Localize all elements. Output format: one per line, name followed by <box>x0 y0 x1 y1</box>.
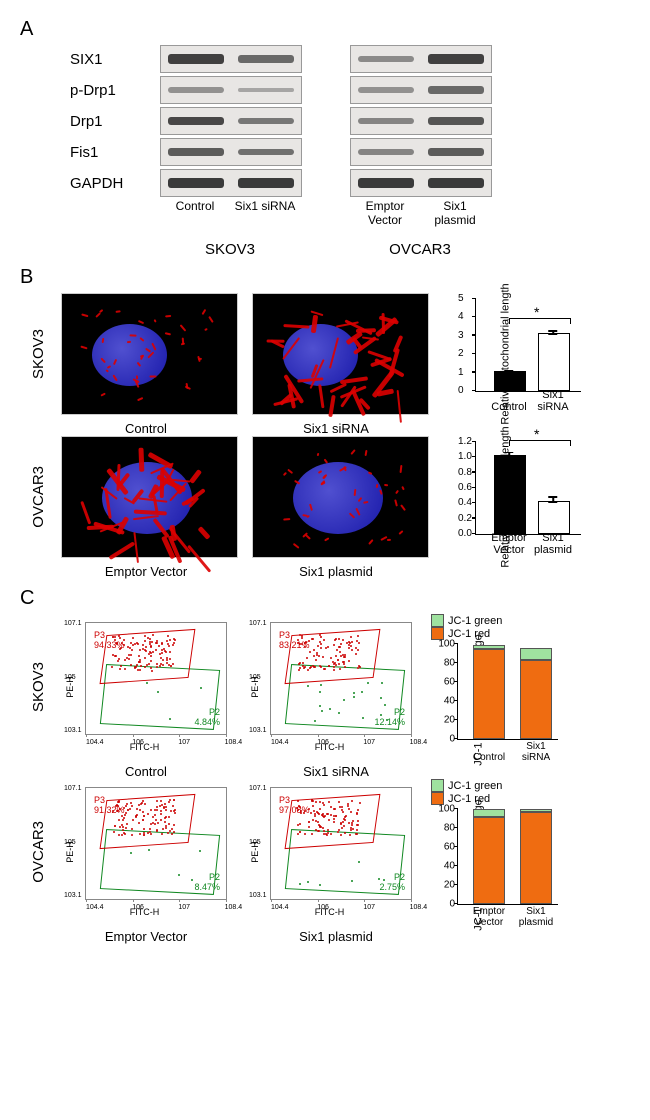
protein-label: GAPDH <box>70 175 160 192</box>
cyto-plot-label: Six1 plasmid <box>246 929 426 944</box>
protein-label: p-Drp1 <box>70 82 160 99</box>
cellline-skov3: SKOV3 <box>160 241 300 258</box>
fluorescence-micrograph <box>252 436 429 558</box>
flow-cytometry-plot: P3 83.21%P2 12.14%104.4106107108.4103.11… <box>242 617 417 757</box>
panel-label-a: A <box>20 18 630 41</box>
mito-length-barchart: Relative mitochondrial length0.00.20.40.… <box>443 437 588 557</box>
cellline-ovcar3: OVCAR3 <box>350 241 490 258</box>
western-blot-lane-pair <box>160 107 302 135</box>
panel-b: SKOV3 Relative mitochondrial length012345… <box>20 293 630 579</box>
jc1-stacked-barchart: JC-1 red/green percentage020406080100Emp… <box>427 805 562 925</box>
cyto-plot-label: Emptor Vector <box>56 929 236 944</box>
panel-label-c: C <box>20 587 630 610</box>
flow-cytometry-plot: P3 97.08%P2 2.75%104.4106107108.4103.110… <box>242 782 417 922</box>
protein-label: Drp1 <box>70 113 160 130</box>
cellline-vlabel: OVCAR3 <box>30 821 47 883</box>
western-blot-lane-pair <box>160 45 302 73</box>
western-blot-lane-pair <box>350 138 492 166</box>
cellline-vlabel: OVCAR3 <box>30 466 47 528</box>
cyto-plot-label: Control <box>56 764 236 779</box>
jc1-legend: JC-1 greenJC-1 red <box>431 614 562 640</box>
western-blot-lane-pair <box>350 169 492 197</box>
western-blot-lane-pair <box>350 45 492 73</box>
flow-cytometry-plot: P3 91.32%P2 8.47%104.4106107108.4103.110… <box>57 782 232 922</box>
jc1-legend: JC-1 greenJC-1 red <box>431 779 562 805</box>
mito-length-barchart: Relative mitochondrial length012345Contr… <box>443 294 588 414</box>
ovcar3-conditions: Emptor Vector Six1 plasmid <box>350 199 490 227</box>
panel-c: SKOV3 P3 94.33%P2 4.84%104.4106107108.410… <box>20 614 630 944</box>
cyto-plot-label: Six1 siRNA <box>246 764 426 779</box>
flow-cytometry-plot: P3 94.33%P2 4.84%104.4106107108.4103.110… <box>57 617 232 757</box>
western-blot-lane-pair <box>160 138 302 166</box>
micrograph-label: Six1 plasmid <box>246 564 426 579</box>
micrograph-label: Control <box>56 421 236 436</box>
panel-label-b: B <box>20 266 630 289</box>
protein-label: SIX1 <box>70 51 160 68</box>
fluorescence-micrograph <box>61 436 238 558</box>
skov3-conditions: ControlSix1 siRNA <box>160 199 300 227</box>
micrograph-label: Six1 siRNA <box>246 421 426 436</box>
jc1-stacked-barchart: JC-1 red/green percentage020406080100Con… <box>427 640 562 760</box>
panel-a-blots: SIX1 p-Drp1 Drp1 Fis1 GAPDH <box>70 45 630 197</box>
western-blot-lane-pair <box>160 76 302 104</box>
fluorescence-micrograph <box>61 293 238 415</box>
western-blot-lane-pair <box>350 76 492 104</box>
protein-label: Fis1 <box>70 144 160 161</box>
cellline-vlabel: SKOV3 <box>30 662 47 712</box>
western-blot-lane-pair <box>350 107 492 135</box>
fluorescence-micrograph <box>252 293 429 415</box>
western-blot-lane-pair <box>160 169 302 197</box>
cellline-vlabel: SKOV3 <box>30 329 47 379</box>
